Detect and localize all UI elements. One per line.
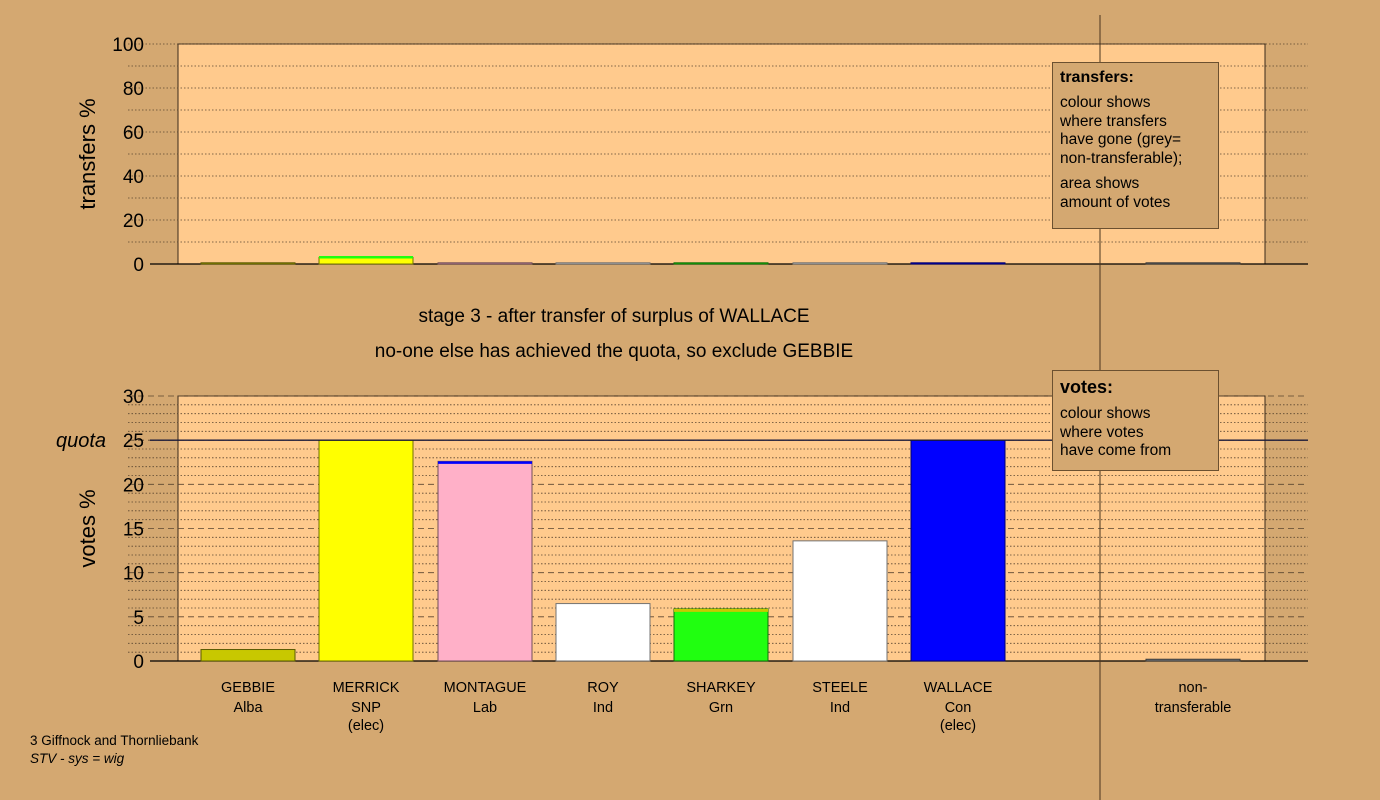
montague-transfer-accent (438, 461, 532, 464)
bar-WALLACE (910, 439, 1006, 662)
bar-ROY (555, 262, 651, 265)
candidate-party: Alba (233, 700, 263, 716)
votes-legend-line: colour shows (1060, 405, 1151, 422)
candidate-note: (elec) (940, 718, 976, 734)
transfers-legend-line: area shows (1060, 175, 1140, 192)
y-tick-label: 20 (123, 475, 144, 496)
transfers-legend-line: colour shows (1060, 94, 1151, 111)
nontransferable-label-line2: transferable (1155, 700, 1232, 716)
votes-legend: votes: colour shows where votes have com… (1052, 370, 1219, 471)
bar-SHARKEY (673, 262, 769, 265)
bar-ROY (555, 603, 651, 662)
candidate-party: Lab (473, 700, 497, 716)
bar-STEELE (792, 262, 888, 265)
bar-non-transferable (1145, 262, 1241, 265)
bar-MONTAGUE (437, 460, 533, 662)
headline-line2: no-one else has achieved the quota, so e… (375, 341, 853, 362)
footer-system: STV - sys = wig (30, 751, 125, 766)
bar-non-transferable (1145, 658, 1241, 662)
y-axis-label: votes % (75, 489, 100, 567)
bar-SHARKEY (673, 608, 769, 662)
transfers-legend-line: where transfers (1060, 112, 1167, 130)
candidate-party: Grn (709, 700, 733, 716)
candidate-party: Con (945, 700, 972, 716)
candidate-name: SHARKEY (686, 680, 756, 696)
transfers-legend-line: non-transferable); (1060, 149, 1183, 167)
candidate-note: (elec) (348, 718, 384, 734)
votes-legend-line: have come from (1060, 442, 1172, 459)
bar-GEBBIE (200, 262, 296, 265)
y-tick-label: 15 (123, 520, 144, 541)
candidate-party: SNP (351, 700, 381, 716)
y-tick-label: 30 (123, 387, 144, 408)
sharkey-transfer-accent (674, 608, 768, 612)
candidate-labels: GEBBIE Alba MERRICK SNP (elec) MONTAGUE Lab ROY… (221, 680, 993, 734)
y-tick-label: 0 (133, 255, 144, 276)
candidate-name: WALLACE (924, 680, 993, 696)
candidate-party: Ind (593, 700, 613, 716)
transfers-legend: transfers: colour shows where transfers … (1052, 62, 1219, 229)
votes-legend-line: where votes (1060, 423, 1144, 441)
footer-ward: 3 Giffnock and Thornliebank (30, 733, 199, 748)
nontransferable-label-line1: non- (1178, 680, 1207, 696)
bar-WALLACE (910, 262, 1006, 265)
quota-label: quota (56, 430, 106, 452)
bar-MONTAGUE (437, 262, 533, 265)
candidate-name: MONTAGUE (444, 680, 527, 696)
y-tick-label: 10 (123, 564, 144, 585)
bar-STEELE (792, 540, 888, 662)
bar-GEBBIE (200, 649, 296, 662)
votes-legend-title: votes: (1060, 377, 1114, 397)
y-tick-label: 0 (133, 652, 144, 673)
headline-line1: stage 3 - after transfer of surplus of W… (418, 306, 809, 327)
y-axis-label: transfers % (75, 98, 100, 209)
candidate-party: Ind (830, 700, 850, 716)
transfers-legend-line: amount of votes (1060, 193, 1171, 211)
candidate-name: ROY (587, 680, 619, 696)
bar-MERRICK (318, 439, 414, 662)
y-tick-label: 40 (123, 167, 144, 188)
candidate-name: GEBBIE (221, 680, 275, 696)
transfers-legend-line: have gone (grey= (1060, 131, 1182, 148)
y-tick-label: 80 (123, 79, 144, 100)
y-tick-label: 5 (133, 608, 144, 629)
y-tick-label: 25 (123, 431, 144, 452)
y-tick-label: 20 (123, 211, 144, 232)
y-tick-label: 100 (112, 35, 144, 56)
merrick-transfer-accent (319, 256, 413, 259)
transfers-legend-title: transfers: (1060, 69, 1134, 86)
y-tick-label: 60 (123, 123, 144, 144)
candidate-name: MERRICK (333, 680, 400, 696)
candidate-name: STEELE (812, 680, 868, 696)
